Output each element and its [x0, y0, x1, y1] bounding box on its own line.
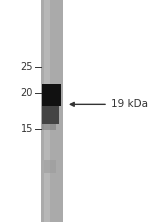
- Bar: [44, 0, 50, 222]
- Bar: [44, 160, 56, 173]
- Text: 20: 20: [21, 88, 33, 98]
- Bar: [42, 106, 59, 124]
- Text: 25: 25: [21, 61, 33, 72]
- Bar: [42, 124, 56, 130]
- Bar: [40, 0, 63, 222]
- Bar: [42, 84, 61, 106]
- Text: 19 kDa: 19 kDa: [111, 99, 148, 109]
- Text: 15: 15: [21, 124, 33, 134]
